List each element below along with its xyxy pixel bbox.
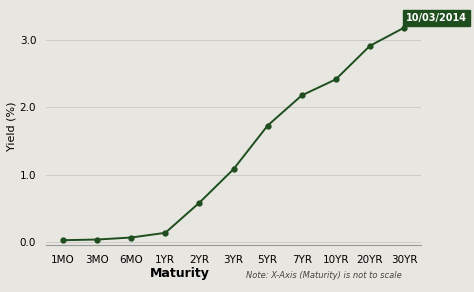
Y-axis label: Yield (%): Yield (%) bbox=[7, 101, 17, 151]
Text: Note: X-Axis (Maturity) is not to scale: Note: X-Axis (Maturity) is not to scale bbox=[246, 271, 402, 280]
Text: 10/03/2014: 10/03/2014 bbox=[406, 13, 467, 23]
Text: Maturity: Maturity bbox=[150, 267, 210, 280]
